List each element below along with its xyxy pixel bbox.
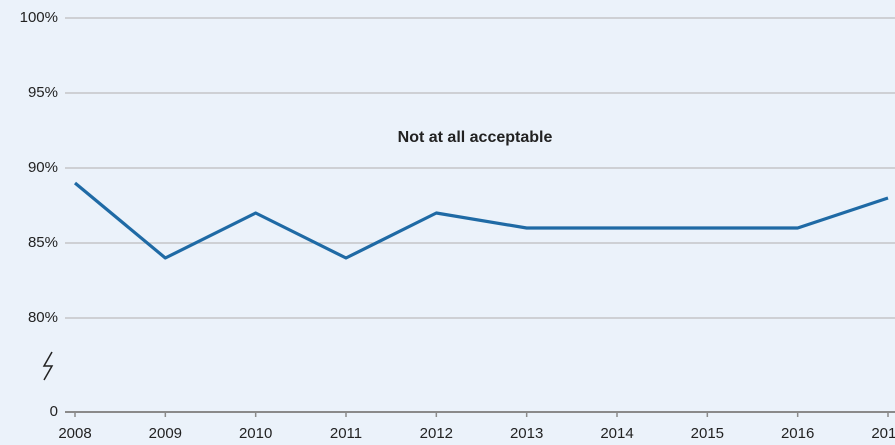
y-tick-label: 100% bbox=[20, 9, 58, 26]
y-tick-label: 80% bbox=[28, 309, 58, 326]
y-tick-label: 90% bbox=[28, 159, 58, 176]
x-tick-label: 2016 bbox=[781, 425, 814, 442]
x-tick-label: 2012 bbox=[420, 425, 453, 442]
x-tick-label: 2017 bbox=[871, 425, 895, 442]
y-tick-label: 85% bbox=[28, 234, 58, 251]
y-tick-label: 0 bbox=[50, 403, 58, 420]
x-tick-label: 2011 bbox=[330, 425, 362, 442]
data-line bbox=[73, 181, 889, 260]
axis-break bbox=[42, 351, 54, 381]
chart-title: Not at all acceptable bbox=[398, 129, 553, 146]
x-tick-label: 2014 bbox=[600, 425, 633, 442]
x-tick-label: 2008 bbox=[58, 425, 91, 442]
y-tick-label: 95% bbox=[28, 84, 58, 101]
x-tick-label: 2013 bbox=[510, 425, 543, 442]
x-tick-label: 2010 bbox=[239, 425, 272, 442]
x-tick-label: 2015 bbox=[691, 425, 724, 442]
x-tick-label: 2009 bbox=[149, 425, 182, 442]
